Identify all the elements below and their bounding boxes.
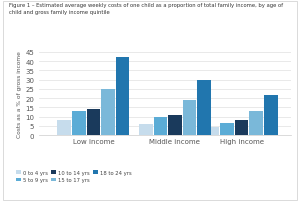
Bar [57, 121, 71, 135]
Bar [264, 96, 278, 135]
Legend: 0 to 4 yrs, 5 to 9 yrs, 10 to 14 yrs, 15 to 17 yrs, 18 to 24 yrs: 0 to 4 yrs, 5 to 9 yrs, 10 to 14 yrs, 15… [16, 170, 132, 182]
Bar [87, 109, 100, 135]
Bar [183, 100, 196, 135]
Bar [116, 58, 129, 135]
Bar [206, 127, 219, 135]
Bar [101, 89, 115, 135]
Bar [168, 115, 182, 135]
Bar [72, 112, 86, 135]
Bar [139, 124, 152, 135]
Bar [197, 80, 211, 135]
Bar [220, 123, 234, 135]
Bar [249, 112, 263, 135]
Y-axis label: Costs as a % of gross income: Costs as a % of gross income [17, 51, 22, 137]
Bar [235, 121, 248, 135]
Text: Figure 1 – Estimated average weekly costs of one child as a proportion of total : Figure 1 – Estimated average weekly cost… [9, 3, 283, 15]
Bar [154, 117, 167, 135]
